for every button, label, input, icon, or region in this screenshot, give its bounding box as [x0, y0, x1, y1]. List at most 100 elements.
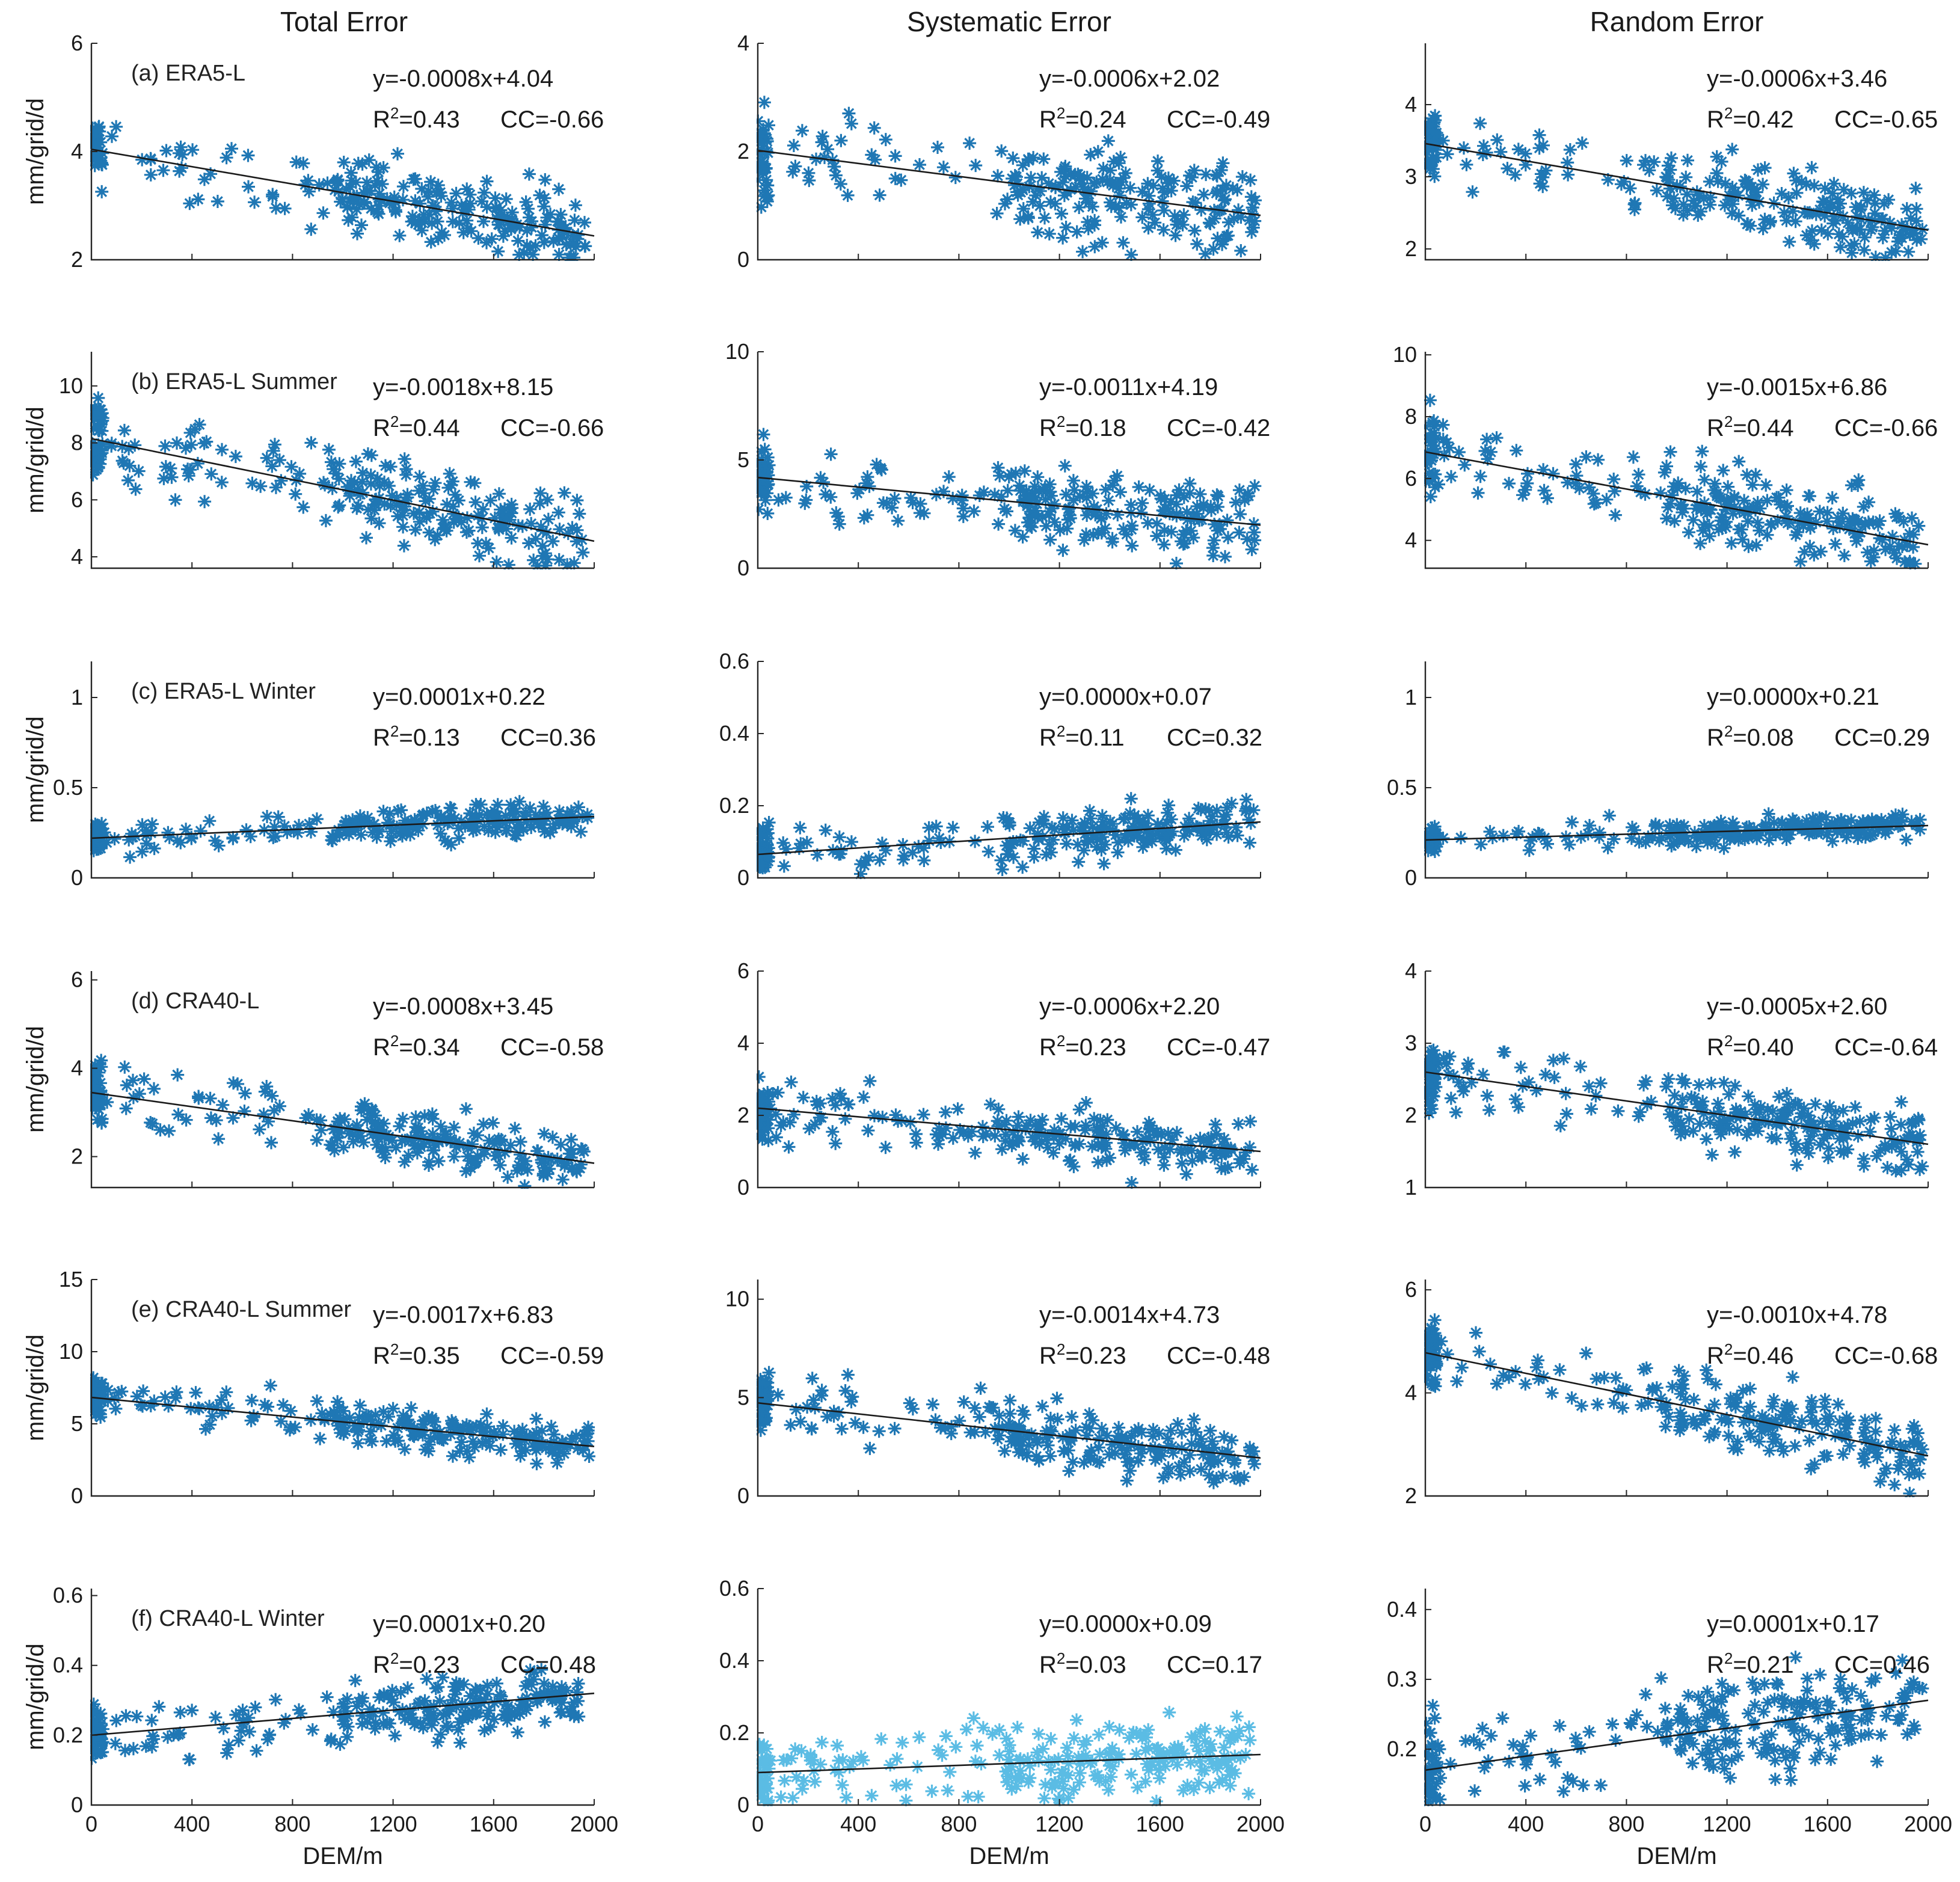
- data-point: [1141, 516, 1155, 530]
- data-point: [1113, 485, 1127, 499]
- data-point: [328, 183, 342, 197]
- data-point: [1626, 450, 1640, 464]
- data-point: [1746, 478, 1759, 492]
- data-point: [413, 515, 426, 529]
- data-point: [1520, 476, 1534, 490]
- data-point: [1191, 802, 1205, 815]
- data-point: [1540, 491, 1554, 505]
- data-point: [813, 1097, 827, 1111]
- data-point: [1161, 1432, 1175, 1445]
- data-point: [541, 493, 555, 507]
- data-point: [571, 1694, 585, 1708]
- data-point: [573, 507, 586, 521]
- data-point: [1837, 548, 1851, 562]
- data-point: [1181, 1779, 1194, 1792]
- data-point: [1216, 183, 1230, 197]
- data-point: [343, 180, 357, 194]
- data-point: [1425, 1060, 1439, 1074]
- data-point: [529, 1412, 543, 1426]
- data-point: [262, 1728, 276, 1742]
- data-point: [1141, 809, 1155, 823]
- data-point: [1187, 164, 1201, 177]
- data-point: [1028, 508, 1042, 522]
- data-point: [352, 818, 366, 832]
- data-point: [1477, 139, 1490, 153]
- data-point: [1080, 171, 1094, 185]
- data-point: [144, 168, 158, 182]
- data-point: [304, 222, 318, 236]
- data-point: [515, 1162, 529, 1175]
- data-point: [414, 1124, 428, 1138]
- data-point: [1905, 1422, 1919, 1436]
- data-point: [1758, 161, 1772, 175]
- data-point: [1697, 1107, 1710, 1121]
- y-tick-label: 0.2: [719, 1720, 749, 1745]
- data-point: [1848, 516, 1862, 530]
- data-point: [448, 1687, 462, 1701]
- data-point: [581, 811, 595, 825]
- data-point: [1134, 1447, 1148, 1461]
- data-point: [1184, 1756, 1197, 1770]
- data-point: [1197, 820, 1211, 833]
- data-point: [1866, 1436, 1879, 1450]
- data-point: [1829, 1738, 1842, 1752]
- data-point: [1870, 1446, 1884, 1460]
- data-point: [468, 1682, 482, 1696]
- data-point: [1780, 1087, 1794, 1100]
- data-point: [757, 830, 767, 844]
- data-point: [1204, 500, 1218, 513]
- data-point: [1516, 488, 1529, 502]
- data-point: [515, 1423, 529, 1436]
- data-point: [1428, 170, 1442, 183]
- data-point: [868, 153, 882, 167]
- data-point: [523, 1663, 537, 1677]
- data-point: [1104, 1745, 1118, 1759]
- data-point: [351, 1425, 364, 1439]
- data-point: [1792, 1420, 1806, 1434]
- data-point: [1119, 167, 1132, 180]
- data-point: [1452, 1075, 1466, 1089]
- data-point: [510, 1164, 524, 1178]
- data-point: [384, 460, 398, 474]
- data-point: [1080, 1420, 1093, 1434]
- data-point: [1742, 539, 1756, 553]
- data-point: [1731, 1749, 1745, 1763]
- data-point: [955, 494, 969, 507]
- data-point: [1143, 483, 1157, 497]
- data-point: [574, 1142, 588, 1156]
- data-point: [1001, 192, 1015, 206]
- data-point: [429, 1682, 443, 1695]
- data-point: [1146, 1423, 1160, 1436]
- data-point: [1717, 1076, 1731, 1090]
- data-point: [1442, 1068, 1455, 1081]
- data-point: [291, 826, 304, 840]
- data-point: [94, 1097, 108, 1111]
- r-squared-text: R2=0.13: [373, 722, 460, 751]
- data-point: [289, 155, 303, 169]
- data-point: [1889, 1137, 1903, 1151]
- data-point: [512, 795, 526, 809]
- data-point: [1664, 497, 1677, 510]
- data-point: [568, 213, 582, 227]
- data-point: [1857, 1152, 1870, 1166]
- data-point: [1851, 209, 1864, 223]
- data-point: [1511, 143, 1525, 156]
- data-point: [1208, 212, 1221, 225]
- data-point: [1674, 498, 1688, 512]
- data-point: [491, 798, 505, 812]
- data-point: [482, 1703, 496, 1717]
- data-point: [1243, 213, 1256, 227]
- data-point: [306, 1723, 319, 1736]
- data-point: [1508, 1093, 1522, 1106]
- data-point: [514, 1449, 527, 1463]
- data-point: [1070, 1713, 1083, 1727]
- data-point: [1671, 1713, 1685, 1727]
- data-point: [428, 1423, 442, 1436]
- data-point: [835, 1778, 849, 1792]
- data-point: [1202, 1443, 1216, 1457]
- data-point: [392, 1434, 405, 1448]
- data-point: [1436, 418, 1450, 432]
- data-point: [491, 521, 505, 535]
- r-squared-text: R2=0.44: [373, 412, 460, 441]
- data-point: [1044, 845, 1058, 859]
